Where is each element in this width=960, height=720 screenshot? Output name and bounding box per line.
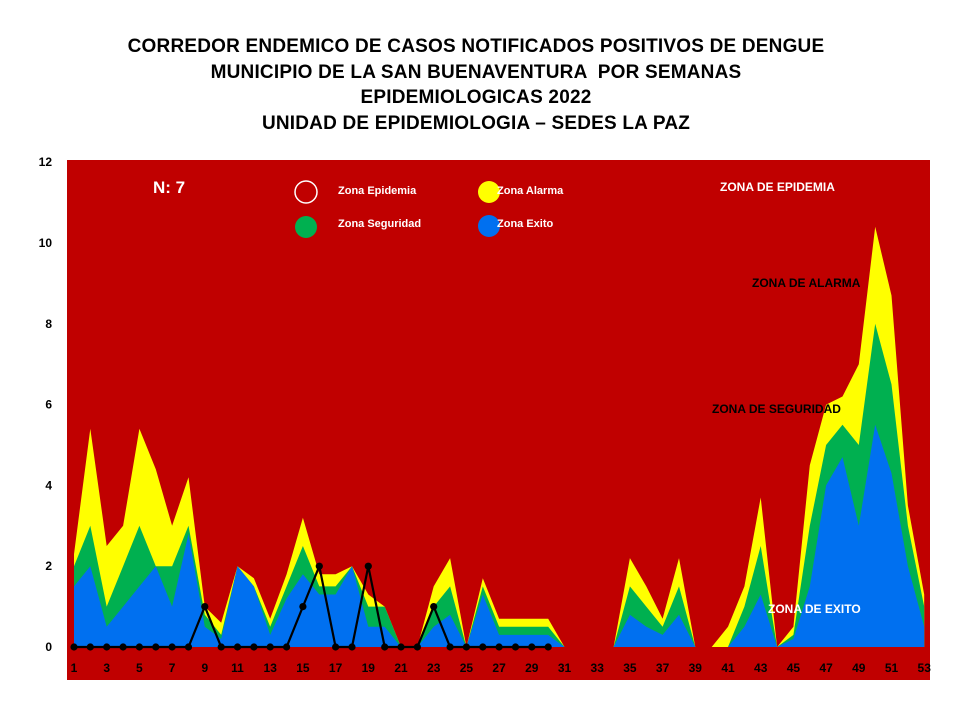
x-tick-label: 51 bbox=[885, 661, 899, 675]
case-point bbox=[528, 643, 536, 651]
zone-areas bbox=[74, 226, 925, 648]
x-tick-label: 27 bbox=[492, 661, 506, 675]
legend-label-seguridad: Zona Seguridad bbox=[338, 218, 421, 230]
x-tick-label: 43 bbox=[754, 661, 768, 675]
x-tick-label: 25 bbox=[460, 661, 474, 675]
chart-title: CORREDOR ENDEMICO DE CASOS NOTIFICADOS P… bbox=[0, 34, 952, 136]
case-point bbox=[184, 643, 193, 651]
zone-label-seguridad: ZONA DE SEGURIDAD bbox=[712, 402, 841, 416]
case-point bbox=[135, 643, 143, 651]
x-tick-label: 29 bbox=[525, 661, 539, 675]
x-tick-label: 5 bbox=[136, 661, 143, 675]
case-point bbox=[299, 603, 307, 611]
x-tick-label: 21 bbox=[394, 661, 408, 675]
x-tick-label: 9 bbox=[201, 661, 208, 675]
x-tick-label: 13 bbox=[264, 661, 278, 675]
case-point bbox=[381, 643, 389, 651]
y-tick-label: 4 bbox=[45, 478, 52, 492]
legend-item-seguridad: Zona Seguridad bbox=[295, 216, 421, 238]
case-point bbox=[495, 643, 503, 651]
legend: Zona Epidemia Zona Alarma Zona Seguridad… bbox=[294, 180, 564, 238]
case-point bbox=[479, 643, 487, 651]
case-point bbox=[168, 643, 176, 651]
title-line-1: CORREDOR ENDEMICO DE CASOS NOTIFICADOS P… bbox=[127, 36, 825, 57]
case-point bbox=[266, 643, 274, 651]
x-tick-label: 35 bbox=[623, 661, 637, 675]
case-point bbox=[103, 643, 111, 651]
x-tick-label: 15 bbox=[296, 661, 310, 675]
case-point bbox=[315, 562, 323, 570]
x-tick-label: 31 bbox=[558, 661, 572, 675]
legend-label-epidemia: Zona Epidemia bbox=[338, 185, 417, 197]
case-point bbox=[70, 643, 78, 651]
x-tick-label: 33 bbox=[591, 661, 605, 675]
x-tick-label: 23 bbox=[427, 661, 441, 675]
legend-item-epidemia: Zona Epidemia bbox=[294, 180, 417, 204]
case-point bbox=[152, 643, 160, 651]
x-tick-label: 49 bbox=[852, 661, 866, 675]
n-label: N: 7 bbox=[153, 178, 185, 197]
legend-marker-seguridad bbox=[295, 216, 317, 238]
case-point bbox=[413, 643, 421, 651]
case-point bbox=[233, 643, 242, 651]
case-point bbox=[462, 643, 470, 651]
x-axis: 1 3 5 7 9 11 13 15 17 19 21 23 25 27 29 31 33 35 37 39 41 43 4… bbox=[71, 661, 932, 675]
zone-label-exito: ZONA DE EXITO bbox=[768, 602, 861, 616]
x-tick-label: 45 bbox=[787, 661, 801, 675]
title-line-2: MUNICIPIO DE LA SAN BUENAVENTURA POR SEM… bbox=[210, 61, 742, 83]
y-tick-label: 6 bbox=[45, 398, 52, 412]
x-tick-label: 37 bbox=[656, 661, 670, 675]
legend-marker-epidemia bbox=[294, 180, 318, 204]
x-tick-label: 1 bbox=[71, 661, 78, 675]
case-point bbox=[86, 643, 94, 651]
case-point bbox=[201, 603, 209, 611]
case-point bbox=[397, 643, 405, 651]
cases-series bbox=[70, 562, 552, 651]
x-tick-label: 17 bbox=[329, 661, 343, 675]
legend-marker-exito bbox=[478, 215, 500, 237]
area-zona-exito bbox=[74, 424, 925, 647]
x-tick-label: 53 bbox=[918, 661, 932, 675]
y-tick-label: 10 bbox=[39, 236, 53, 250]
case-point bbox=[332, 643, 340, 651]
y-axis: 0 2 4 6 8 10 12 bbox=[39, 155, 53, 654]
case-point bbox=[430, 603, 438, 611]
zone-label-epidemia: ZONA DE EPIDEMIA bbox=[720, 180, 835, 194]
case-point bbox=[283, 643, 291, 651]
case-point bbox=[217, 643, 225, 651]
x-tick-label: 11 bbox=[231, 661, 244, 675]
zone-label-alarma: ZONA DE ALARMA bbox=[752, 276, 861, 290]
x-tick-label: 3 bbox=[103, 661, 110, 675]
case-point bbox=[446, 643, 454, 651]
x-tick-label: 7 bbox=[169, 661, 176, 675]
case-point bbox=[544, 643, 552, 651]
y-tick-label: 2 bbox=[45, 559, 52, 573]
y-tick-label: 12 bbox=[39, 155, 53, 169]
title-line-4: UNIDAD DE EPIDEMIOLOGIA – SEDES LA PAZ bbox=[261, 112, 691, 134]
x-tick-label: 19 bbox=[362, 661, 376, 675]
x-tick-label: 41 bbox=[721, 661, 735, 675]
legend-item-alarma: Zona Alarma bbox=[478, 181, 564, 203]
y-tick-label: 0 bbox=[45, 640, 52, 654]
case-point bbox=[364, 562, 372, 570]
title-line-3: EPIDEMIOLOGICAS 2022 bbox=[360, 87, 592, 108]
case-point bbox=[119, 643, 127, 651]
legend-label-alarma: Zona Alarma bbox=[497, 185, 564, 197]
x-tick-label: 39 bbox=[689, 661, 703, 675]
case-point bbox=[348, 643, 356, 651]
case-point bbox=[250, 643, 258, 651]
y-tick-label: 8 bbox=[45, 317, 52, 331]
legend-marker-alarma bbox=[478, 181, 500, 203]
legend-label-exito: Zona Exito bbox=[497, 218, 554, 230]
plot-area-epidemia-zone bbox=[67, 160, 930, 680]
x-tick-label: 47 bbox=[819, 661, 833, 675]
legend-item-exito: Zona Exito bbox=[478, 215, 554, 237]
case-point bbox=[511, 643, 520, 651]
